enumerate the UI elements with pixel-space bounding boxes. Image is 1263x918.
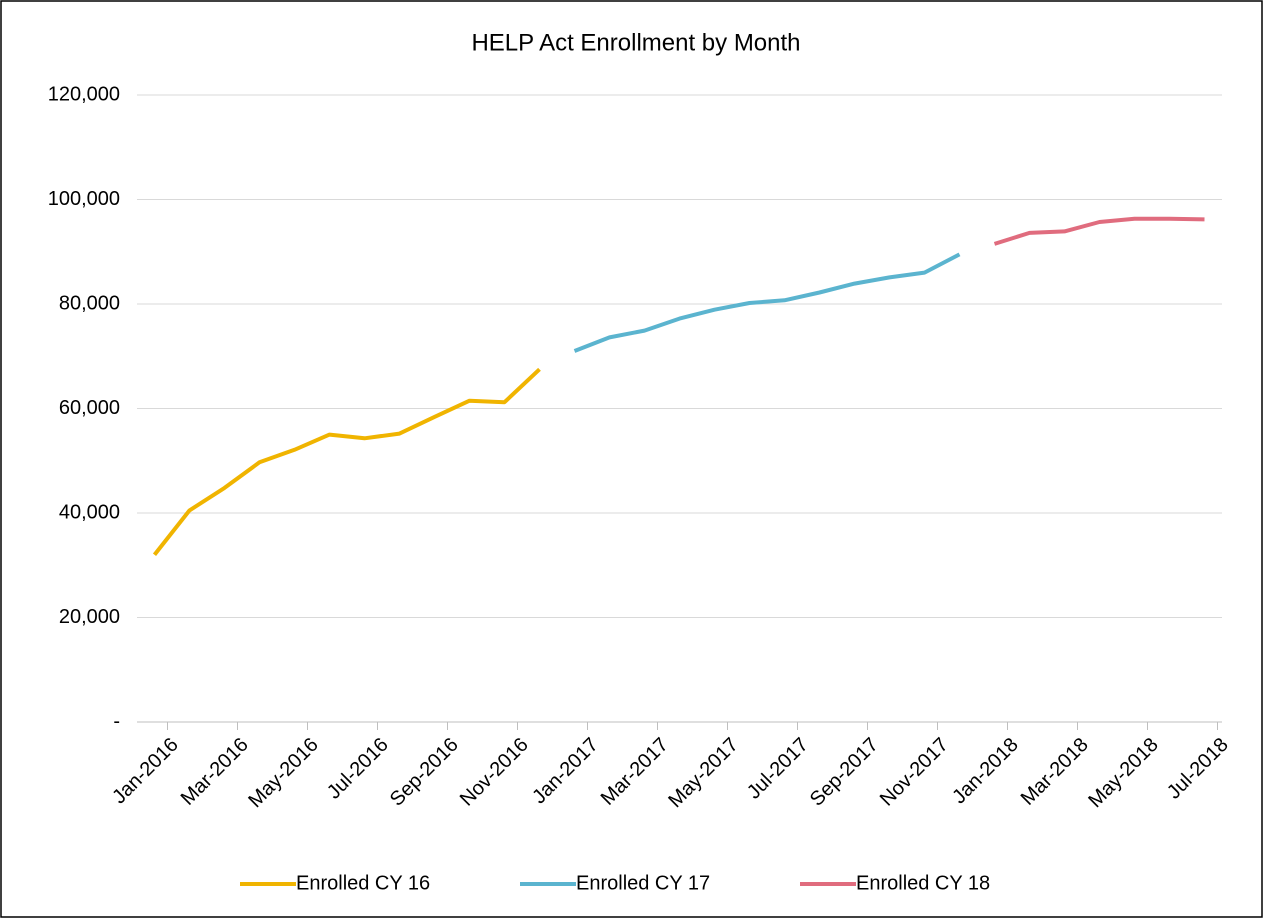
- series-line: [573, 252, 961, 353]
- y-tick-label: 120,000: [48, 83, 120, 105]
- chart-title: HELP Act Enrollment by Month: [471, 29, 800, 56]
- legend-label: Enrolled CY 18: [856, 872, 990, 894]
- y-tick-label: 20,000: [59, 606, 120, 628]
- y-tick-label: 100,000: [48, 188, 120, 210]
- y-tick-label: 80,000: [59, 292, 120, 314]
- series-line: [993, 216, 1205, 246]
- legend-label: Enrolled CY 17: [576, 872, 710, 894]
- y-tick-label: 40,000: [59, 501, 120, 523]
- y-tick-label: 60,000: [59, 397, 120, 419]
- legend-label: Enrolled CY 16: [296, 872, 430, 894]
- series-line: [152, 367, 541, 557]
- y-tick-label: -: [113, 710, 120, 732]
